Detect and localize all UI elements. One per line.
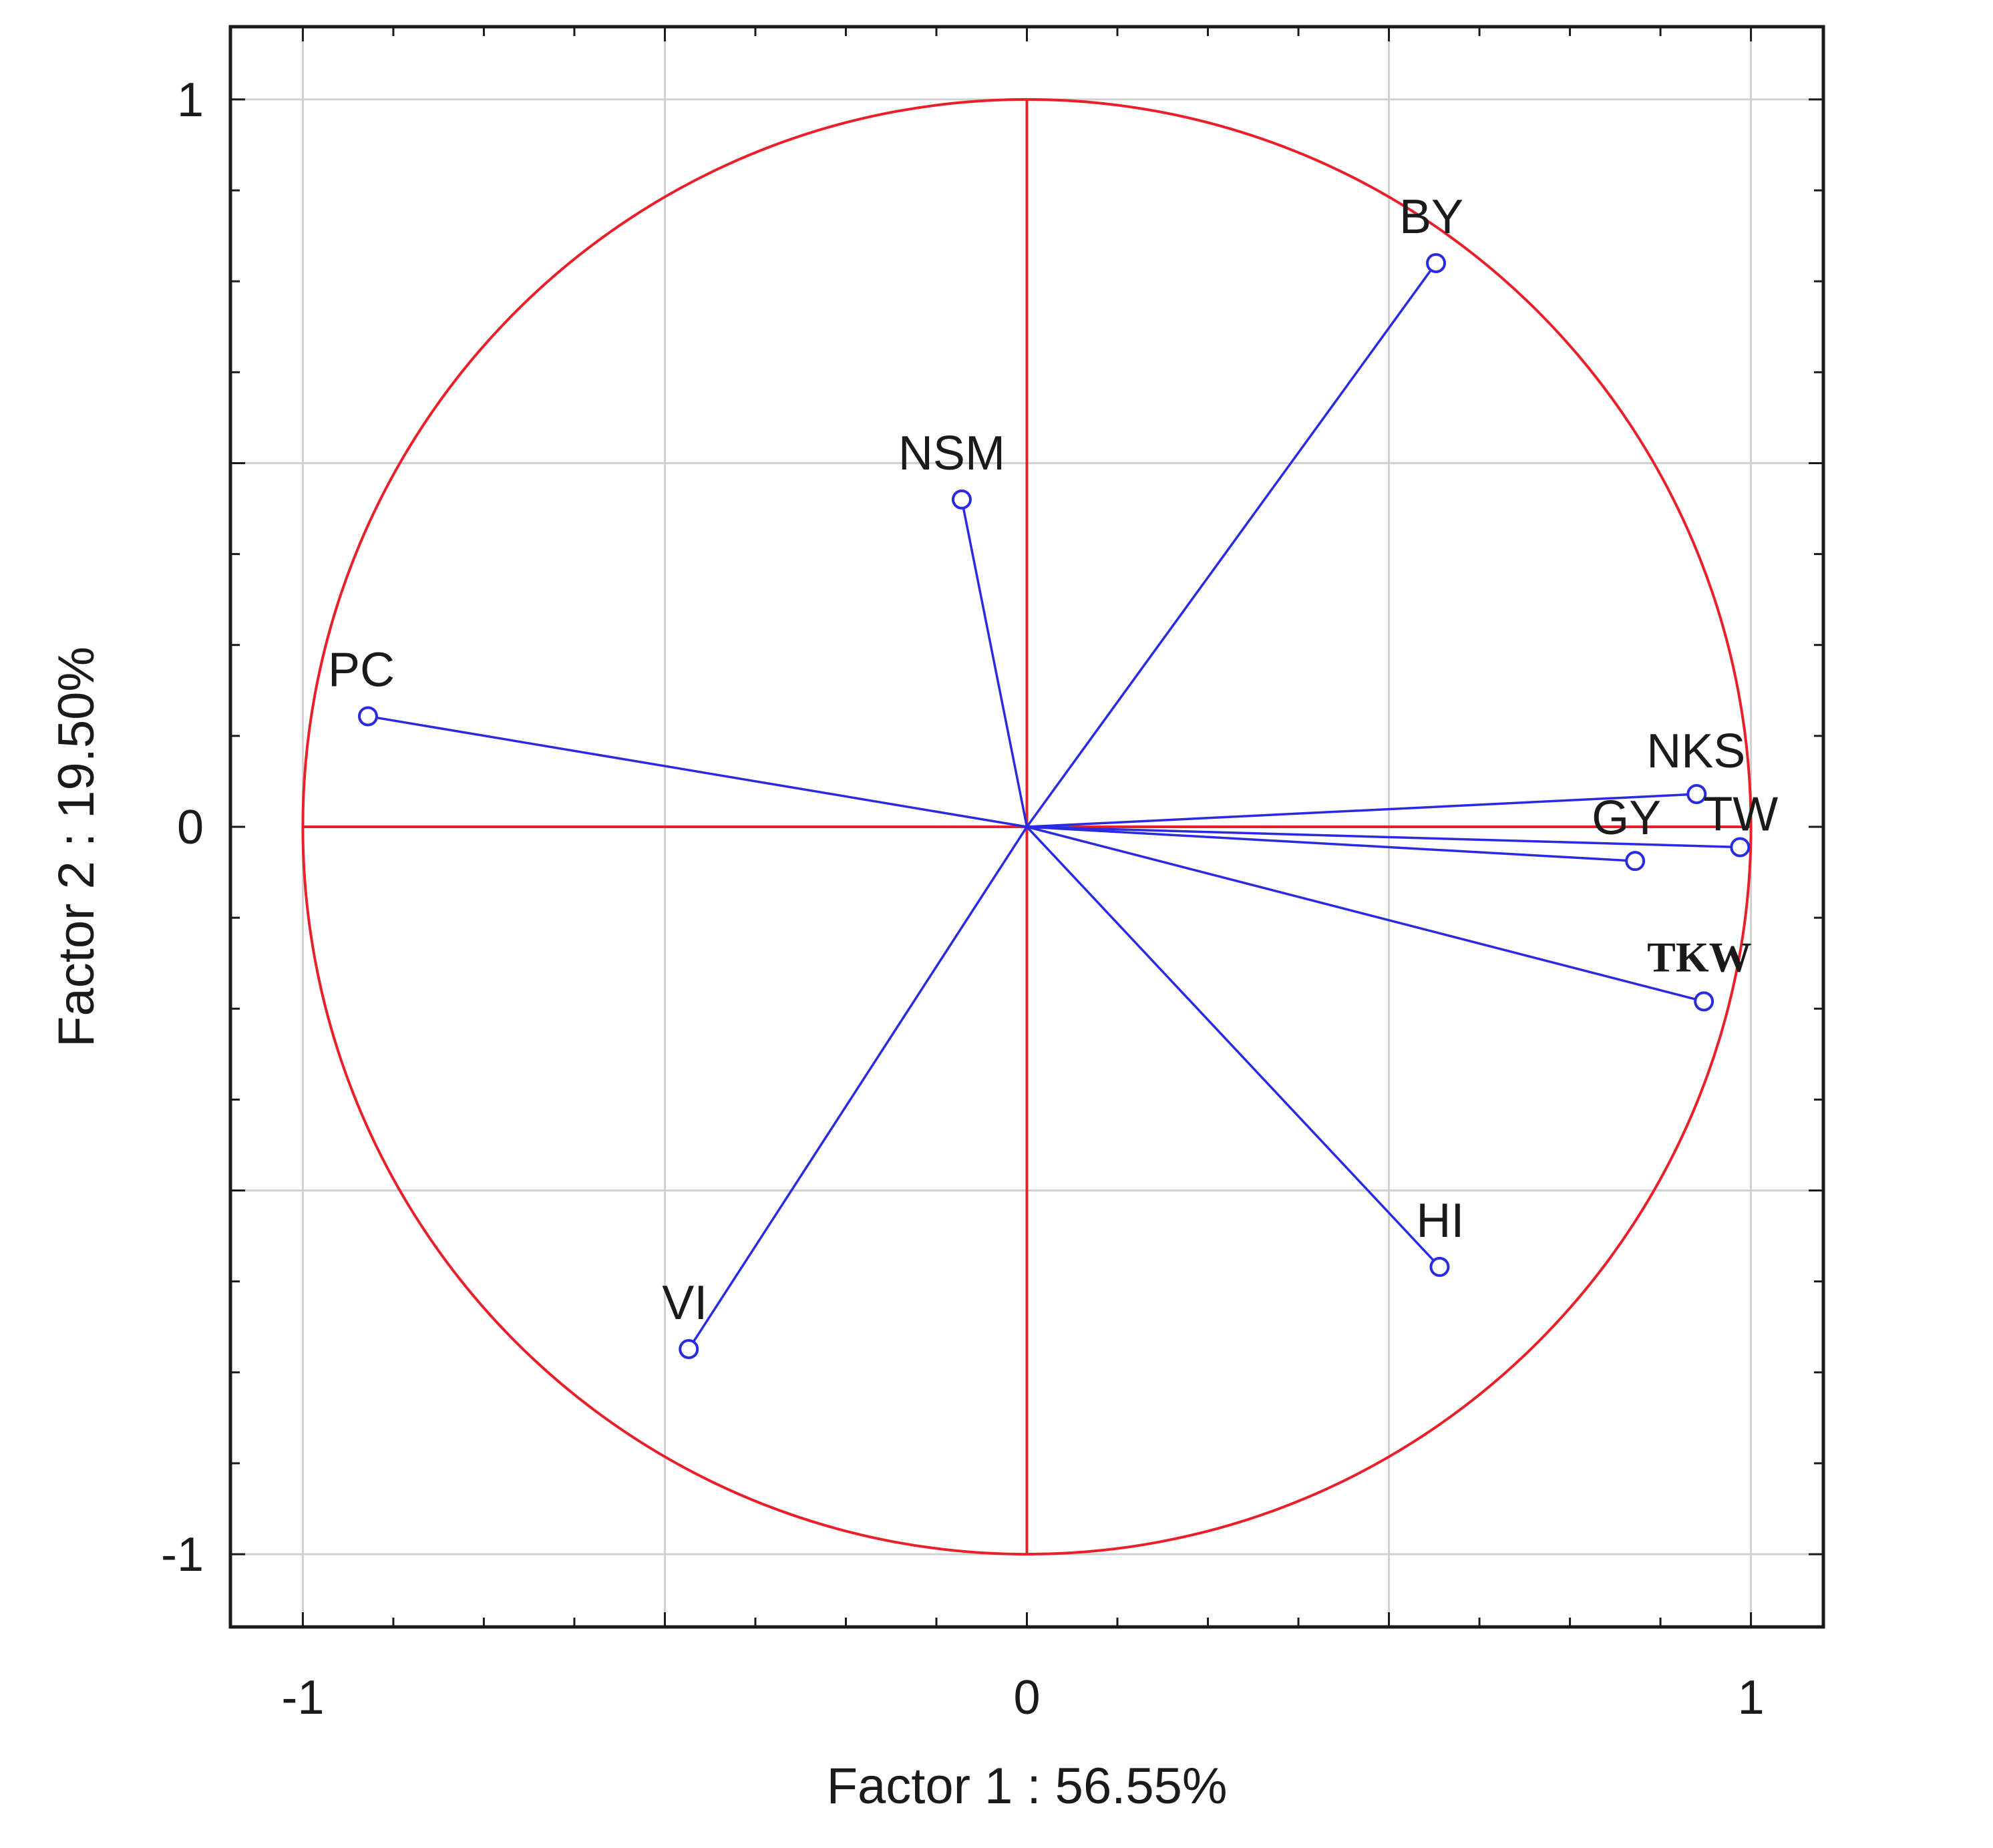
point-label-hi: HI — [1416, 1194, 1464, 1248]
x-tick-label: 0 — [1013, 1671, 1040, 1724]
point-by — [1426, 252, 1447, 273]
point-label-vi: VI — [662, 1276, 707, 1330]
y-tick-label: 0 — [177, 801, 204, 854]
point-label-nks: NKS — [1646, 725, 1745, 778]
vector-pc — [367, 715, 1027, 828]
point-label-pc: PC — [328, 643, 395, 697]
axis-ticks: -1 0 1 1 0 -1 — [161, 27, 1823, 1724]
point-tw — [1730, 837, 1751, 858]
point-label-by: BY — [1399, 190, 1463, 244]
point-nsm — [951, 489, 972, 510]
point-label-tkw: TKW — [1647, 933, 1751, 980]
point-nks — [1686, 783, 1707, 804]
unit-circle — [301, 98, 1753, 1556]
point-pc — [357, 706, 378, 727]
point-label-gy: GY — [1592, 791, 1661, 845]
vector-tkw — [1027, 825, 1704, 1003]
vector-gy — [1027, 825, 1636, 862]
vector-by — [1026, 262, 1437, 828]
x-tick-label: 1 — [1738, 1671, 1765, 1724]
vector-hi — [1026, 825, 1441, 1268]
y-tick-label: -1 — [161, 1528, 204, 1582]
point-vi — [679, 1338, 699, 1359]
vector-nsm — [960, 499, 1029, 827]
vector-tw — [1027, 825, 1741, 849]
loading-vectors — [357, 252, 1751, 1359]
vector-vi — [687, 826, 1028, 1350]
y-tick-label: 1 — [177, 73, 204, 127]
y-axis-title: Factor 2 : 19.50% — [48, 646, 105, 1047]
point-gy — [1625, 851, 1646, 872]
vector-nks — [1027, 793, 1697, 828]
x-tick-label: -1 — [281, 1671, 324, 1724]
x-axis-title: Factor 1 : 56.55% — [827, 1758, 1228, 1815]
point-label-nsm: NSM — [898, 427, 1005, 480]
point-tkw — [1694, 991, 1714, 1012]
point-labels: BY NSM PC NKS TW GY TKW HI VI — [328, 190, 1778, 1330]
unit-circle-outline — [301, 98, 1753, 1556]
point-hi — [1429, 1256, 1450, 1277]
point-label-tw: TW — [1703, 787, 1778, 841]
